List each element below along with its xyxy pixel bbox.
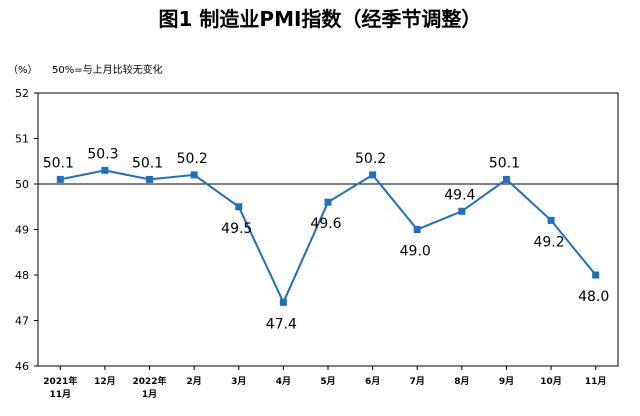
data-point-marker [324, 198, 332, 206]
data-point-marker [413, 226, 421, 233]
data-label: 50.1 [489, 155, 520, 171]
data-label: 49.6 [310, 216, 341, 232]
x-tick-label: 7月 [410, 376, 425, 387]
series-line [60, 169, 597, 305]
data-label: 50.3 [87, 146, 118, 162]
series-markers [56, 166, 600, 306]
x-tick-label: 2022年 1月 [133, 375, 167, 400]
y-tick-label: 48 [15, 269, 29, 282]
data-label: 50.1 [43, 155, 74, 171]
data-label: 48.0 [578, 289, 609, 305]
data-point-marker [547, 216, 555, 224]
y-axis-ticks: 46 47 48 49 50 51 52 [15, 87, 38, 373]
data-point-marker [146, 175, 154, 183]
x-axis-ticks: 2021年 11月 12月 2022年 1月 2月 3月 4月 5月 6月 7月 8月 9月 10月 11月 [43, 366, 606, 400]
data-label: 49.0 [400, 244, 431, 260]
data-label: 49.2 [533, 234, 564, 250]
y-tick-label: 49 [15, 224, 29, 237]
y-tick-label: 46 [15, 360, 29, 373]
unit-label: （%） [8, 64, 38, 76]
data-point-marker [458, 207, 466, 215]
x-tick-label: 5月 [320, 376, 335, 387]
x-tick-label: 2月 [187, 376, 202, 387]
y-tick-label: 50 [15, 178, 29, 191]
x-tick-label: 2021年 11月 [43, 375, 77, 400]
data-point-marker [101, 166, 109, 174]
y-tick-label: 51 [15, 133, 29, 146]
data-point-marker [190, 171, 198, 179]
data-point-marker [369, 171, 377, 179]
x-tick-label: 10月 [540, 376, 562, 387]
data-point-marker [502, 175, 510, 183]
chart-title: 图1 制造业PMI指数（经季节调整） [159, 7, 482, 31]
data-point-marker [279, 298, 287, 306]
x-tick-label: 9月 [499, 376, 514, 387]
data-point-marker [56, 175, 64, 183]
x-tick-label: 3月 [231, 376, 246, 387]
x-tick-label: 6月 [365, 376, 380, 387]
note-label: 50%=与上月比较无变化 [52, 63, 163, 76]
data-label: 50.1 [132, 155, 163, 171]
data-label: 50.2 [177, 151, 208, 167]
y-tick-label: 52 [15, 87, 29, 100]
x-tick-label: 12月 [94, 376, 116, 387]
data-point-marker [592, 271, 600, 279]
data-label: 47.4 [266, 316, 297, 332]
data-label: 50.2 [355, 151, 386, 167]
x-tick-label: 4月 [276, 376, 291, 387]
y-tick-label: 47 [15, 315, 29, 328]
x-tick-label: 11月 [585, 376, 607, 387]
data-labels: 50.1 50.3 50.1 50.2 49.5 47.4 49.6 50.2 49.0 49.4… [43, 146, 610, 332]
x-tick-label: 8月 [454, 376, 469, 387]
data-point-marker [235, 203, 243, 211]
data-label: 49.4 [444, 187, 475, 203]
data-label: 49.5 [221, 221, 252, 237]
